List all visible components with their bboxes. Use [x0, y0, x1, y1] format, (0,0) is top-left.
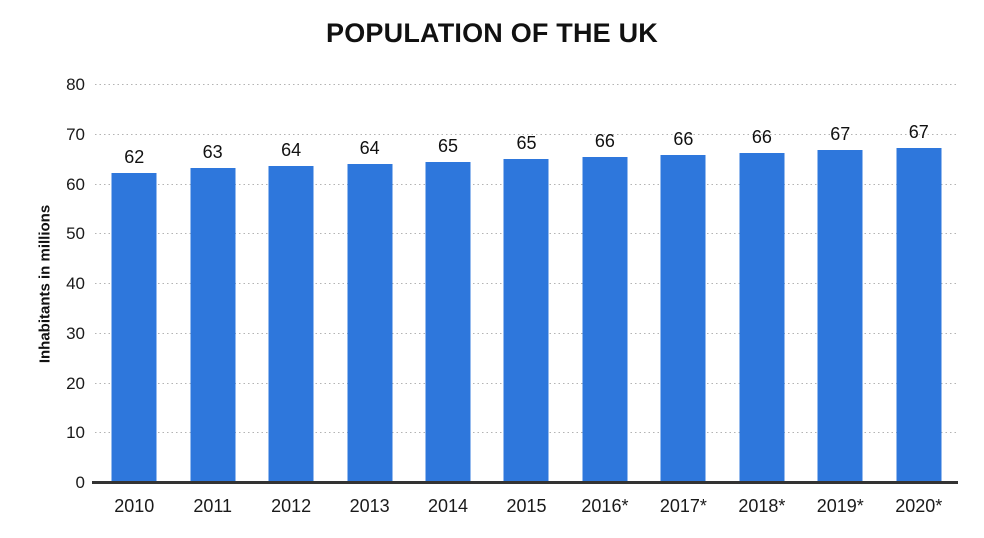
y-tick-label-30: 30	[66, 323, 85, 343]
bar-slot-2015: 65	[487, 85, 565, 483]
x-tick-label-2016*: 2016*	[581, 496, 629, 516]
bar-slot-2020*: 67	[880, 85, 958, 483]
bar-slot-2014: 65	[409, 85, 487, 483]
bar-slot-2017*: 66	[644, 85, 722, 483]
bar-2019*	[817, 149, 863, 483]
x-tick-label-2010: 2010	[114, 496, 155, 516]
y-tick-label-40: 40	[66, 274, 85, 293]
y-tick-label-10: 10	[66, 423, 85, 443]
x-tick-label-2018*: 2018*	[738, 496, 786, 516]
plot-area: 62 63 64 64 65 65 66 66 66 67 67	[92, 84, 958, 484]
bar-value-label-2013: 64	[359, 137, 380, 158]
bar-2013	[347, 163, 393, 483]
bar-2020*	[896, 147, 942, 483]
gridline-80	[95, 84, 958, 85]
bar-value-label-2019*: 67	[830, 123, 851, 144]
y-tick-label-50: 50	[66, 224, 85, 244]
y-tick-label-80: 80	[66, 75, 85, 94]
bar-slot-2011: 63	[173, 85, 251, 483]
x-tick-label-2015: 2015	[506, 496, 547, 516]
bar-value-label-2015: 65	[516, 133, 537, 154]
bar-slot-2013: 64	[330, 85, 408, 483]
bar-value-label-2012: 64	[281, 139, 302, 160]
y-tick-label-60: 60	[66, 174, 85, 194]
bar-series: 62 63 64 64 65 65 66 66 66 67 67	[95, 85, 958, 483]
bar-value-label-2016*: 66	[594, 130, 615, 151]
bar-2014	[425, 161, 471, 483]
y-tick-label-0: 0	[75, 473, 85, 492]
bar-value-label-2017*: 66	[673, 128, 694, 149]
x-tick-label-2020*: 2020*	[895, 496, 943, 516]
bar-2010	[111, 173, 157, 483]
bar-2016*	[582, 156, 628, 483]
bar-value-label-2020*: 67	[908, 121, 929, 142]
x-tick-label-2012: 2012	[271, 496, 312, 516]
x-axis-tick-labels: 2010 2011 2012 2013 2014 2015 2016* 2017* 2018* 2…	[95, 494, 958, 518]
bar-slot-2012: 64	[252, 85, 330, 483]
bar-2011	[190, 167, 236, 483]
x-tick-label-2014: 2014	[428, 496, 469, 516]
bar-slot-2018*: 66	[723, 85, 801, 483]
x-axis-line	[92, 481, 958, 484]
bar-value-label-2014: 65	[438, 135, 459, 156]
bar-slot-2010: 62	[95, 85, 173, 483]
bar-2012	[268, 165, 314, 483]
bar-2018*	[739, 152, 785, 483]
y-axis-tick-labels: 0 10 20 30 40 50 60 70 80	[0, 75, 85, 492]
bar-value-label-2011: 63	[202, 141, 223, 162]
y-tick-label-20: 20	[66, 373, 85, 393]
x-tick-label-2017*: 2017*	[659, 496, 707, 516]
bar-slot-2016*: 66	[566, 85, 644, 483]
gridline-70	[95, 133, 958, 135]
chart-title: POPULATION OF THE UK	[326, 18, 658, 48]
bar-2017*	[660, 154, 706, 483]
y-tick-label-70: 70	[66, 124, 85, 144]
x-tick-label-2011: 2011	[193, 496, 233, 516]
x-tick-label-2013: 2013	[349, 496, 390, 516]
bar-value-label-2018*: 66	[751, 126, 772, 147]
bar-value-label-2010: 62	[124, 147, 145, 168]
x-tick-label-2019*: 2019*	[816, 496, 864, 516]
bar-slot-2019*: 67	[801, 85, 879, 483]
bar-2015	[503, 159, 549, 483]
